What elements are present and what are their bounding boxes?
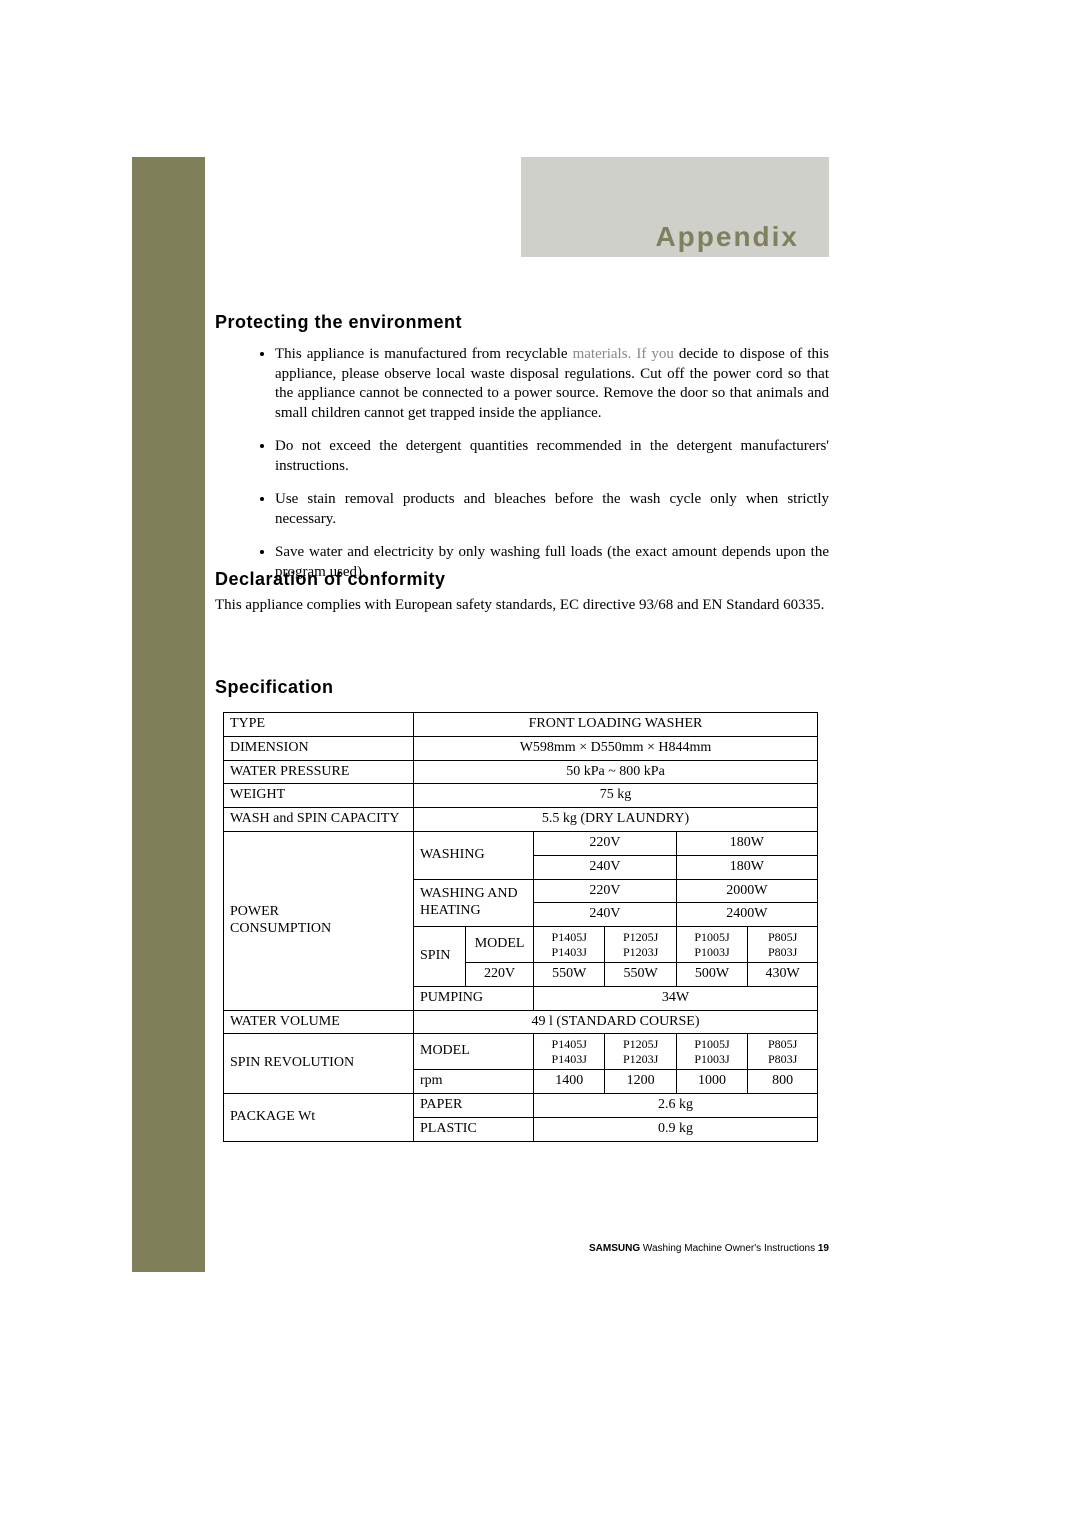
spec-value: 240V [534, 855, 677, 879]
spec-label: WATER VOLUME [224, 1010, 414, 1034]
spec-value: 550W [605, 962, 676, 986]
spec-sublabel: PUMPING [414, 986, 534, 1010]
spec-value: P1405J P1403J [534, 1034, 605, 1070]
specification-table: TYPE FRONT LOADING WASHER DIMENSION W598… [223, 712, 818, 1142]
bullet-item: Use stain removal products and bleaches … [275, 490, 829, 529]
spec-label: WATER PRESSURE [224, 760, 414, 784]
footer-text: Washing Machine Owner's Instructions [640, 1243, 818, 1254]
protecting-bullets: This appliance is manufactured from recy… [275, 345, 829, 582]
spec-value: 50 kPa ~ 800 kPa [414, 760, 818, 784]
spec-value: 180W [676, 831, 817, 855]
table-row: SPIN REVOLUTION MODEL P1405J P1403J P120… [224, 1034, 818, 1070]
spec-value: 2.6 kg [534, 1093, 818, 1117]
spec-value: 49 l (STANDARD COURSE) [414, 1010, 818, 1034]
bullet-text-grey: materials. If you [573, 346, 674, 362]
spec-value: 0.9 kg [534, 1117, 818, 1141]
page-footer: SAMSUNG Washing Machine Owner's Instruct… [589, 1243, 829, 1254]
spec-value: P805J P803J [748, 927, 818, 963]
table-row: WATER PRESSURE 50 kPa ~ 800 kPa [224, 760, 818, 784]
spec-sublabel: PLASTIC [414, 1117, 534, 1141]
spec-value: P1205J P1203J [605, 1034, 676, 1070]
spec-label: SPIN REVOLUTION [224, 1034, 414, 1094]
spec-value: 5.5 kg (DRY LAUNDRY) [414, 808, 818, 832]
spec-value: 2000W [676, 879, 817, 903]
spec-value: 34W [534, 986, 818, 1010]
section-title-declaration: Declaration of conformity [215, 569, 829, 590]
chapter-title: Appendix [655, 221, 799, 253]
bullet-text-pre: This appliance is manufactured from recy… [275, 346, 573, 362]
spec-label: TYPE [224, 713, 414, 737]
table-row: DIMENSION W598mm × D550mm × H844mm [224, 736, 818, 760]
spec-value: 2400W [676, 903, 817, 927]
sidebar-stripe [132, 157, 205, 1272]
spec-label: DIMENSION [224, 736, 414, 760]
spec-label-power: POWERCONSUMPTION [224, 831, 414, 1010]
spec-value: 1000 [676, 1070, 747, 1094]
spec-value: 220V [534, 879, 677, 903]
spec-sublabel: MODEL [414, 1034, 534, 1070]
spec-value: FRONT LOADING WASHER [414, 713, 818, 737]
footer-brand: SAMSUNG [589, 1243, 640, 1254]
spec-value: 500W [676, 962, 747, 986]
spec-sublabel: rpm [414, 1070, 534, 1094]
page-number: 19 [818, 1243, 829, 1254]
spec-value: P805J P803J [748, 1034, 818, 1070]
declaration-body: This appliance complies with European sa… [215, 596, 829, 616]
spec-value: 1400 [534, 1070, 605, 1094]
spec-sublabel: WASHING ANDHEATING [414, 879, 534, 927]
spec-value: 1200 [605, 1070, 676, 1094]
spec-value: P1405J P1403J [534, 927, 605, 963]
section-title-specification: Specification [215, 677, 829, 698]
spec-sublabel: SPIN [414, 927, 466, 987]
spec-sublabel: MODEL [466, 927, 534, 963]
table-row: WATER VOLUME 49 l (STANDARD COURSE) [224, 1010, 818, 1034]
spec-value: 550W [534, 962, 605, 986]
spec-value: 240V [534, 903, 677, 927]
spec-label: WEIGHT [224, 784, 414, 808]
spec-value: P1005J P1003J [676, 927, 747, 963]
spec-value: 430W [748, 962, 818, 986]
spec-sublabel: WASHING [414, 831, 534, 879]
table-row: PACKAGE Wt PAPER 2.6 kg [224, 1093, 818, 1117]
spec-value: 800 [748, 1070, 818, 1094]
spec-value: W598mm × D550mm × H844mm [414, 736, 818, 760]
page-content: Appendix Protecting the environment This… [205, 157, 829, 1272]
table-row: POWERCONSUMPTION WASHING 220V 180W [224, 831, 818, 855]
table-row: WEIGHT 75 kg [224, 784, 818, 808]
table-row: WASH and SPIN CAPACITY 5.5 kg (DRY LAUND… [224, 808, 818, 832]
bullet-item: Do not exceed the detergent quantities r… [275, 437, 829, 476]
spec-label: WASH and SPIN CAPACITY [224, 808, 414, 832]
spec-value: 220V [534, 831, 677, 855]
spec-sublabel: 220V [466, 962, 534, 986]
spec-label: PACKAGE Wt [224, 1093, 414, 1141]
spec-sublabel: PAPER [414, 1093, 534, 1117]
spec-value: P1005J P1003J [676, 1034, 747, 1070]
spec-value: 75 kg [414, 784, 818, 808]
section-title-protecting: Protecting the environment [215, 312, 829, 333]
table-row: TYPE FRONT LOADING WASHER [224, 713, 818, 737]
spec-value: 180W [676, 855, 817, 879]
bullet-item: This appliance is manufactured from recy… [275, 345, 829, 423]
spec-value: P1205J P1203J [605, 927, 676, 963]
